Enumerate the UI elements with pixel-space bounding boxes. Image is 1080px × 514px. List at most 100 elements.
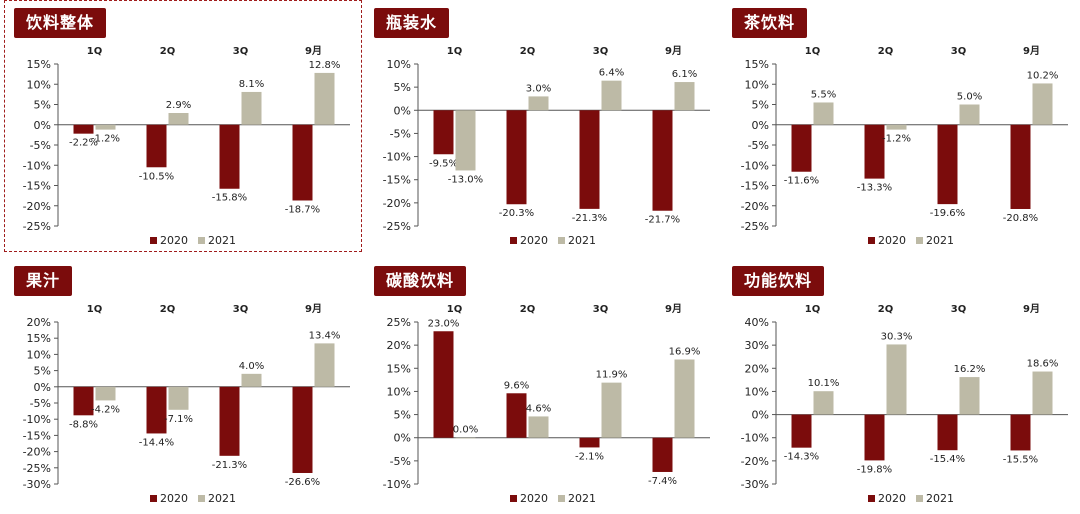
bar-2021-4 <box>674 82 695 111</box>
chart-panel-5: 碳酸饮料 25% 20% 15% 10% 5% 0% -5% -10% 1Q 2Q 3Q 9月 23.0… <box>370 264 720 514</box>
y-tick-label: -20% <box>741 200 769 213</box>
data-label: 23.0% <box>428 318 460 329</box>
bar-2021-1 <box>455 110 476 171</box>
legend-swatch-2020 <box>868 237 875 244</box>
y-tick-label: 15% <box>27 332 51 345</box>
y-tick-label: 20% <box>27 316 51 329</box>
category-label: 1Q <box>447 304 462 315</box>
bar-2020-4 <box>292 386 313 473</box>
y-tick-label: -20% <box>23 200 51 213</box>
bar-2021-1 <box>455 437 476 439</box>
category-label: 3Q <box>593 46 608 57</box>
data-label: -19.8% <box>857 464 892 475</box>
data-label: -10.5% <box>139 171 174 182</box>
bar-chart: 25% 20% 15% 10% 5% 0% -5% -10% 1Q 2Q 3Q 9月 23.0% 9.6%… <box>383 303 710 505</box>
data-label: -1.2% <box>91 134 120 145</box>
data-label: 4.6% <box>526 403 551 414</box>
data-label: 10.2% <box>1027 70 1059 81</box>
bar-chart: 15% 10% 5% 0% -5% -10% -15% -20% -25% 1Q 2Q 3Q 9月 -2.… <box>23 45 350 247</box>
y-tick-label: 5% <box>394 81 411 94</box>
data-label: 9.6% <box>504 380 529 391</box>
y-tick-label: -30% <box>741 478 769 491</box>
legend-swatch-2021 <box>916 495 923 502</box>
data-label: -2.1% <box>575 451 604 462</box>
y-tick-label: 10% <box>27 348 51 361</box>
y-tick-label: -10% <box>741 159 769 172</box>
category-label: 3Q <box>233 304 248 315</box>
bar-2020-2 <box>864 124 885 179</box>
data-label: 4.0% <box>239 361 264 372</box>
y-tick-label: -20% <box>383 197 411 210</box>
data-label: 13.4% <box>309 330 341 341</box>
data-label: 2.9% <box>166 100 191 111</box>
bar-chart: 20% 15% 10% 5% 0% -5% -10% -15% -20% -25% -30% 1Q 2Q… <box>23 303 350 505</box>
y-tick-label: -5% <box>390 455 411 468</box>
bar-2020-3 <box>579 110 600 209</box>
bar-2020-1 <box>433 331 454 438</box>
y-tick-label: -15% <box>741 180 769 193</box>
y-tick-label: 25% <box>387 316 411 329</box>
category-label: 3Q <box>951 46 966 57</box>
bar-2020-4 <box>652 110 673 211</box>
data-label: 5.5% <box>811 89 836 100</box>
data-label: -19.6% <box>930 208 965 219</box>
bar-2021-4 <box>314 343 335 387</box>
data-label: -11.6% <box>784 176 819 187</box>
bar-2021-2 <box>886 344 907 415</box>
data-label: -15.4% <box>930 454 965 465</box>
data-label: -15.5% <box>1003 454 1038 465</box>
legend-swatch-2020 <box>150 237 157 244</box>
bar-2021-2 <box>528 96 549 111</box>
chart-panel-1: 饮料整体 15% 10% 5% 0% -5% -10% -15% -20% -25% 1Q 2Q 3Q… <box>4 0 362 256</box>
legend-label: 2020 <box>878 492 906 505</box>
data-label: 8.1% <box>239 79 264 90</box>
bar-2020-2 <box>506 110 527 205</box>
bar-2021-3 <box>241 373 262 387</box>
category-label: 3Q <box>593 304 608 315</box>
bar-2021-2 <box>528 416 549 438</box>
y-tick-label: -25% <box>23 220 51 233</box>
category-label: 1Q <box>447 46 462 57</box>
chart-title: 功能饮料 <box>732 266 825 296</box>
bar-2020-1 <box>791 414 812 448</box>
bar-2021-1 <box>813 102 834 125</box>
category-label: 2Q <box>878 304 893 315</box>
y-tick-label: 10% <box>745 78 769 91</box>
legend-swatch-2021 <box>198 237 205 244</box>
bar-2020-3 <box>937 414 958 451</box>
data-label: -13.3% <box>857 183 892 194</box>
chart-panel-2: 瓶装水 10% 5% 0% -5% -10% -15% -20% -25% 1Q 2Q 3Q 9月 -9… <box>370 6 720 256</box>
category-label: 2Q <box>520 304 535 315</box>
category-label: 2Q <box>160 46 175 57</box>
category-label: 9月 <box>1023 303 1040 315</box>
bar-chart: 10% 5% 0% -5% -10% -15% -20% -25% 1Q 2Q 3Q 9月 -9.5% -… <box>383 45 710 247</box>
data-label: -8.8% <box>69 419 98 430</box>
category-label: 9月 <box>665 45 682 57</box>
chart-title: 碳酸饮料 <box>374 266 467 296</box>
y-tick-label: 30% <box>745 339 769 352</box>
data-label: 0.0% <box>453 425 478 436</box>
data-label: 6.1% <box>672 69 697 80</box>
legend-label: 2021 <box>208 234 236 247</box>
data-label: -26.6% <box>285 477 320 488</box>
bar-2020-3 <box>937 124 958 205</box>
data-label: -18.7% <box>285 204 320 215</box>
y-tick-label: -10% <box>23 159 51 172</box>
data-label: 16.2% <box>954 364 986 375</box>
data-label: 30.3% <box>881 331 913 342</box>
data-label: 5.0% <box>957 92 982 103</box>
y-tick-label: 5% <box>34 99 51 112</box>
bar-2020-4 <box>652 437 673 472</box>
data-label: -7.4% <box>648 476 677 487</box>
bar-2021-1 <box>813 391 834 415</box>
legend-swatch-2021 <box>558 237 565 244</box>
legend-label: 2020 <box>520 234 548 247</box>
bar-2020-1 <box>791 124 812 172</box>
bar-2021-4 <box>674 359 695 438</box>
chart-panel-3: 茶饮料 15% 10% 5% 0% -5% -10% -15% -20% -25% 1Q 2Q 3Q 9… <box>728 6 1078 256</box>
data-label: 18.6% <box>1027 359 1059 370</box>
y-tick-label: -5% <box>748 139 769 152</box>
chart-panel-6: 功能饮料 40% 30% 20% 10% 0% -10% -20% -30% 1Q 2Q 3Q 9月 -… <box>728 264 1078 514</box>
data-label: -20.3% <box>499 208 534 219</box>
category-label: 9月 <box>305 303 322 315</box>
